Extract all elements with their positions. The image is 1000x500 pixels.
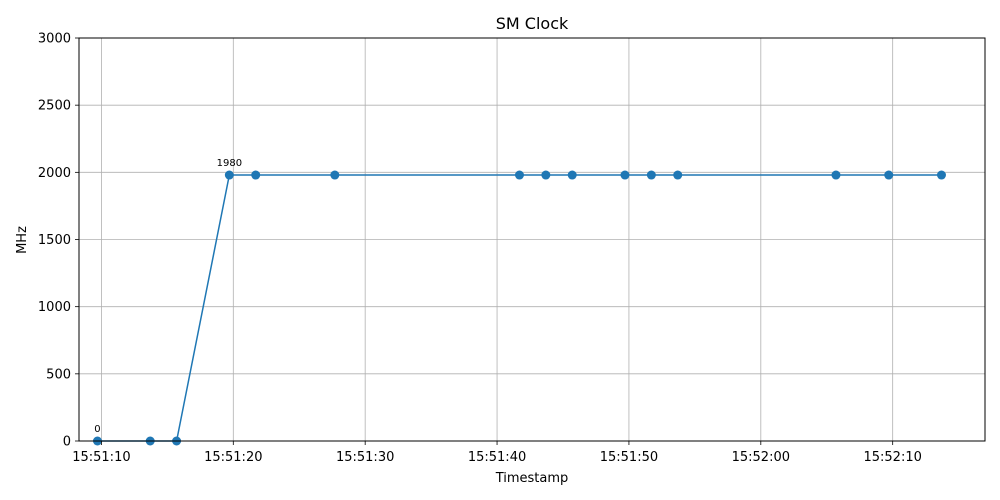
data-point — [831, 170, 841, 180]
data-point — [620, 170, 630, 180]
y-axis-title: MHz — [15, 226, 30, 254]
data-point — [673, 170, 683, 180]
x-axis-title: Timestamp — [495, 471, 569, 486]
y-tick-label: 500 — [46, 367, 71, 382]
data-label: 0 — [94, 424, 100, 435]
y-tick-label: 3000 — [38, 32, 71, 47]
data-point — [884, 170, 894, 180]
data-point — [224, 170, 234, 180]
x-tick-label: 15:51:40 — [468, 450, 526, 465]
y-tick-label: 0 — [63, 435, 71, 450]
data-point — [646, 170, 656, 180]
x-tick-label: 15:51:50 — [600, 450, 658, 465]
data-point — [330, 170, 340, 180]
series-sm-clock: 0 1980 — [92, 158, 946, 446]
data-point — [936, 170, 946, 180]
y-tick-label: 1000 — [38, 300, 71, 315]
y-tick-label: 1500 — [38, 233, 71, 248]
chart-title: SM Clock — [496, 14, 569, 33]
data-point — [541, 170, 551, 180]
y-tick-label: 2000 — [38, 166, 71, 181]
x-tick-label: 15:52:00 — [732, 450, 790, 465]
data-point — [251, 170, 261, 180]
data-point — [567, 170, 577, 180]
data-label: 1980 — [217, 158, 242, 169]
data-point — [514, 170, 524, 180]
y-tick-label: 2500 — [38, 99, 71, 114]
x-tick-label: 15:51:10 — [72, 450, 130, 465]
x-tick-label: 15:52:10 — [863, 450, 921, 465]
axis-ticks: 0 500 1000 1500 2000 2500 3000 15:51:10 15:51:20… — [38, 32, 922, 466]
x-tick-label: 15:51:30 — [336, 450, 394, 465]
x-tick-label: 15:51:20 — [204, 450, 262, 465]
grid-lines — [79, 37, 985, 442]
